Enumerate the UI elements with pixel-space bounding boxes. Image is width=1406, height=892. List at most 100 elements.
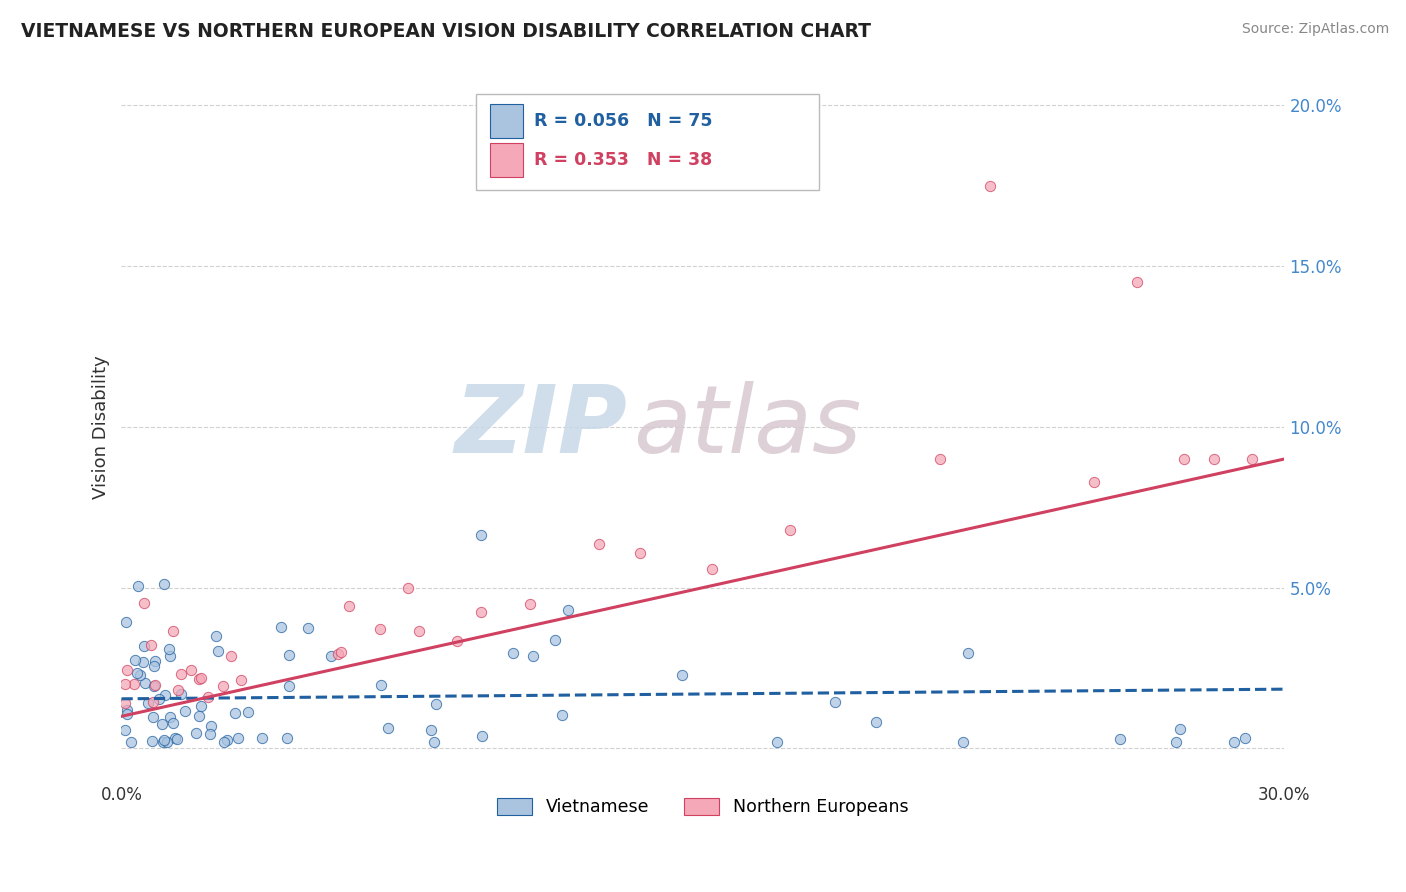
Point xyxy=(270,620,292,634)
Point xyxy=(326,647,349,661)
Point xyxy=(330,645,353,659)
Point xyxy=(150,717,173,731)
Point xyxy=(425,698,447,712)
Point xyxy=(186,726,208,740)
Point xyxy=(419,723,441,737)
Text: atlas: atlas xyxy=(633,381,862,472)
Point xyxy=(153,733,176,747)
Point xyxy=(1109,732,1132,747)
Point xyxy=(671,668,693,682)
Point xyxy=(141,733,163,747)
Point xyxy=(136,696,159,710)
Point xyxy=(522,649,544,664)
Point xyxy=(957,646,980,660)
Point xyxy=(148,692,170,706)
Point xyxy=(124,677,146,691)
Point xyxy=(952,735,974,749)
Text: R = 0.353   N = 38: R = 0.353 N = 38 xyxy=(534,151,713,169)
Point xyxy=(550,707,572,722)
Point xyxy=(471,729,494,743)
Point xyxy=(124,653,146,667)
Point xyxy=(319,649,342,664)
Point xyxy=(120,735,142,749)
Point xyxy=(212,679,235,693)
Point xyxy=(187,709,209,723)
Point xyxy=(229,673,252,688)
Point xyxy=(127,579,149,593)
Text: VIETNAMESE VS NORTHERN EUROPEAN VISION DISABILITY CORRELATION CHART: VIETNAMESE VS NORTHERN EUROPEAN VISION D… xyxy=(21,22,872,41)
Point xyxy=(114,723,136,737)
Bar xyxy=(491,104,523,138)
Point xyxy=(115,707,138,722)
Point xyxy=(368,622,391,636)
Point xyxy=(519,597,541,611)
Point xyxy=(217,733,239,747)
Point xyxy=(765,735,787,749)
Point xyxy=(224,706,246,720)
Point xyxy=(162,715,184,730)
Point xyxy=(370,678,392,692)
Point xyxy=(207,644,229,658)
Point xyxy=(557,602,579,616)
Point xyxy=(174,704,197,718)
Point xyxy=(200,719,222,733)
Point xyxy=(152,735,174,749)
Point xyxy=(1241,452,1264,467)
Point xyxy=(252,731,274,745)
Point xyxy=(700,562,723,576)
Point xyxy=(127,666,149,681)
Point xyxy=(1164,735,1187,749)
Point xyxy=(824,695,846,709)
Point xyxy=(143,678,166,692)
Point xyxy=(1168,723,1191,737)
Y-axis label: Vision Disability: Vision Disability xyxy=(93,355,110,499)
Text: ZIP: ZIP xyxy=(454,381,627,473)
Legend: Vietnamese, Northern Europeans: Vietnamese, Northern Europeans xyxy=(489,789,917,825)
Point xyxy=(339,599,361,613)
Point xyxy=(165,731,187,745)
Point xyxy=(1173,452,1195,467)
Point xyxy=(142,658,165,673)
Point xyxy=(1204,452,1226,467)
Point xyxy=(142,710,165,724)
Point xyxy=(155,689,177,703)
Point xyxy=(190,671,212,685)
Point xyxy=(276,731,298,745)
Point xyxy=(159,649,181,664)
Point xyxy=(115,664,138,678)
Point xyxy=(142,679,165,693)
Point xyxy=(128,668,150,682)
Point xyxy=(408,624,430,638)
Point xyxy=(865,715,887,730)
Point xyxy=(446,634,468,648)
FancyBboxPatch shape xyxy=(477,95,820,190)
Point xyxy=(115,615,138,629)
Point xyxy=(470,527,492,541)
Bar xyxy=(491,143,523,177)
Point xyxy=(162,624,184,639)
Point xyxy=(1223,735,1246,749)
Point xyxy=(132,655,155,669)
Point xyxy=(132,597,155,611)
Point xyxy=(198,727,221,741)
Point xyxy=(779,523,801,537)
Point xyxy=(114,696,136,710)
Point xyxy=(169,666,191,681)
Point xyxy=(396,581,419,595)
Point xyxy=(544,633,567,648)
Point xyxy=(979,178,1001,193)
Point xyxy=(1083,475,1105,489)
Point xyxy=(277,679,299,693)
Point xyxy=(114,676,136,690)
Point xyxy=(470,605,492,619)
Point xyxy=(278,648,301,662)
Point xyxy=(156,735,179,749)
Point xyxy=(166,683,188,698)
Point xyxy=(228,731,250,745)
Point xyxy=(166,732,188,747)
Point xyxy=(188,672,211,686)
Text: R = 0.056   N = 75: R = 0.056 N = 75 xyxy=(534,112,713,130)
Point xyxy=(115,703,138,717)
Point xyxy=(928,452,950,467)
Point xyxy=(238,706,260,720)
